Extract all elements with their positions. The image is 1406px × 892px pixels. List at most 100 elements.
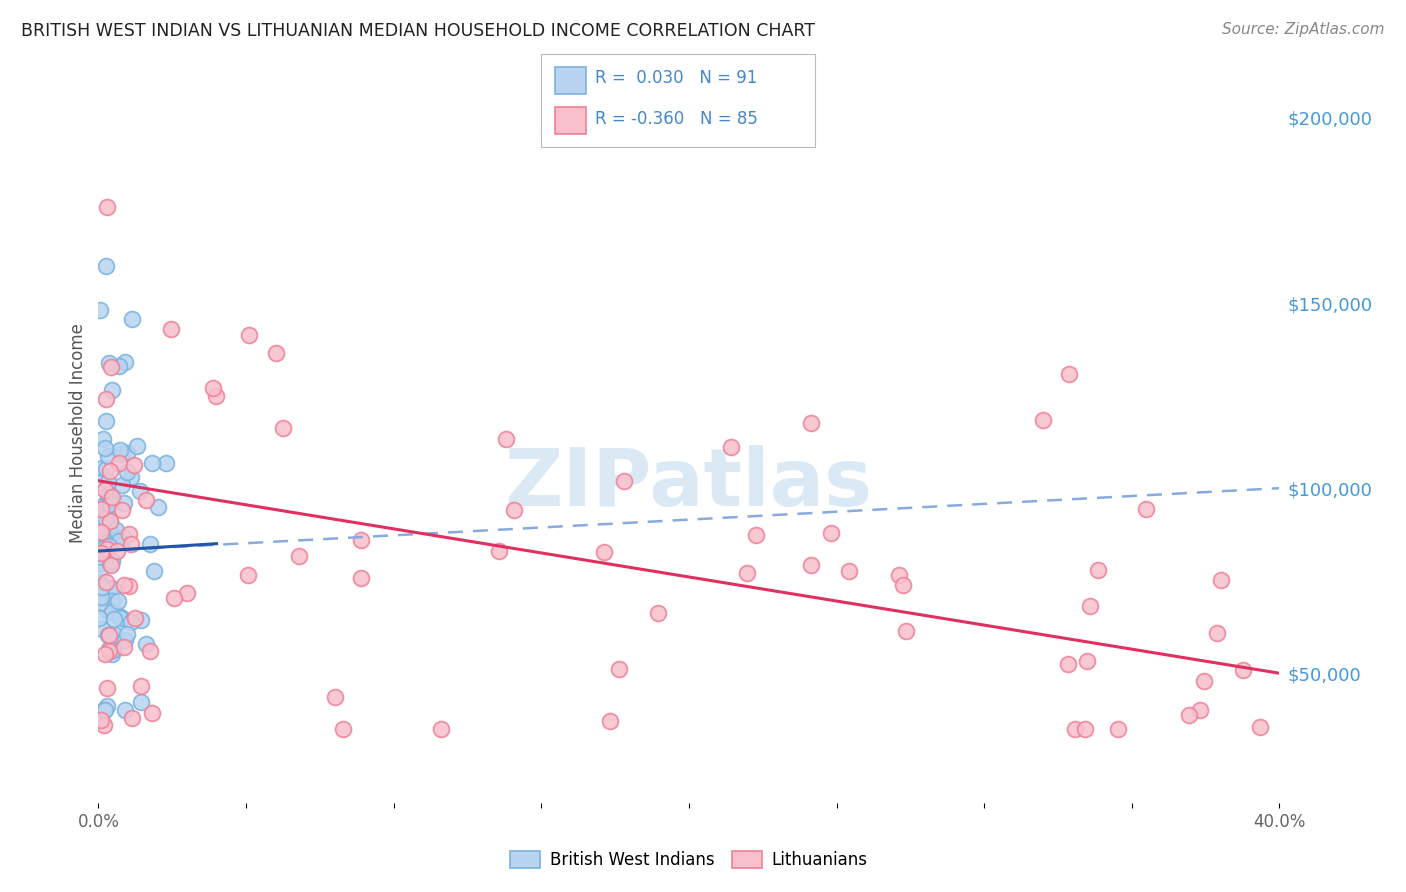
Point <box>1032 413 1054 427</box>
Point <box>103 612 125 626</box>
Point <box>107 608 129 623</box>
Point <box>139 643 162 657</box>
Point <box>89 596 111 610</box>
Point <box>98 518 121 533</box>
Point <box>111 478 134 492</box>
Point <box>100 593 122 607</box>
Point <box>1135 502 1157 516</box>
Point <box>90 590 112 604</box>
Point <box>120 470 142 484</box>
Point <box>325 690 347 705</box>
Point <box>96 461 118 475</box>
Point <box>891 578 914 592</box>
Point <box>238 327 260 342</box>
Point <box>101 384 124 398</box>
Point <box>90 713 112 727</box>
Point <box>1057 368 1080 382</box>
Point <box>89 574 111 589</box>
Point <box>87 476 110 491</box>
Point <box>98 497 121 511</box>
Point <box>94 510 117 524</box>
Point <box>114 632 136 647</box>
Point <box>110 535 132 549</box>
Point <box>1056 657 1078 671</box>
Point <box>97 475 120 490</box>
Point <box>98 356 121 370</box>
Point <box>288 549 311 563</box>
Point <box>135 637 157 651</box>
Point <box>1076 654 1098 668</box>
Point <box>592 545 614 559</box>
Point <box>93 483 115 497</box>
Point <box>129 484 152 499</box>
Point <box>98 464 121 478</box>
Point <box>139 537 162 551</box>
Point <box>1180 806 1202 821</box>
Point <box>1211 573 1233 587</box>
Point <box>94 540 117 554</box>
Point <box>98 642 121 657</box>
Point <box>97 490 120 504</box>
Point <box>735 566 758 580</box>
Y-axis label: Median Household Income: Median Household Income <box>69 323 87 542</box>
Point <box>101 490 124 504</box>
Point <box>1064 722 1087 736</box>
Point <box>97 628 120 642</box>
Point <box>745 528 768 542</box>
Point <box>121 312 143 326</box>
Point <box>90 546 112 560</box>
Point <box>112 578 135 592</box>
Point <box>90 533 112 547</box>
Point <box>97 539 120 553</box>
Point <box>114 703 136 717</box>
Point <box>100 556 122 570</box>
Point <box>647 606 669 620</box>
Point <box>111 611 134 625</box>
Point <box>124 611 146 625</box>
Point <box>271 420 294 434</box>
Point <box>1074 722 1097 736</box>
Point <box>115 627 138 641</box>
Point <box>94 260 117 274</box>
Point <box>110 443 132 458</box>
Point <box>100 582 122 596</box>
Point <box>350 533 373 548</box>
Point <box>105 523 128 537</box>
Point <box>98 514 121 528</box>
Point <box>96 200 118 214</box>
Point <box>105 543 128 558</box>
Point <box>141 706 163 720</box>
Point <box>98 485 121 500</box>
Point <box>1249 720 1271 734</box>
Point <box>607 662 630 676</box>
Point <box>91 622 114 636</box>
Text: Source: ZipAtlas.com: Source: ZipAtlas.com <box>1222 22 1385 37</box>
Point <box>94 392 117 406</box>
Text: R = -0.360   N = 85: R = -0.360 N = 85 <box>595 110 758 128</box>
Point <box>100 558 122 572</box>
Point <box>112 640 135 655</box>
Point <box>96 698 118 713</box>
Point <box>93 718 115 732</box>
Text: ZIPatlas: ZIPatlas <box>505 445 873 524</box>
Point <box>93 532 115 546</box>
Point <box>820 526 842 541</box>
Point <box>98 514 121 528</box>
Point <box>129 613 152 627</box>
Point <box>111 503 134 517</box>
Point <box>613 474 636 488</box>
Text: R =  0.030   N = 91: R = 0.030 N = 91 <box>595 70 756 87</box>
Point <box>90 544 112 558</box>
Point <box>502 503 524 517</box>
Point <box>112 496 135 510</box>
Text: BRITISH WEST INDIAN VS LITHUANIAN MEDIAN HOUSEHOLD INCOME CORRELATION CHART: BRITISH WEST INDIAN VS LITHUANIAN MEDIAN… <box>21 22 815 40</box>
Point <box>720 441 742 455</box>
Point <box>1107 722 1129 736</box>
Point <box>118 526 141 541</box>
Point <box>205 389 228 403</box>
Point <box>94 647 117 661</box>
Point <box>107 533 129 548</box>
Point <box>160 322 183 336</box>
Point <box>114 355 136 369</box>
Point <box>1192 673 1215 688</box>
